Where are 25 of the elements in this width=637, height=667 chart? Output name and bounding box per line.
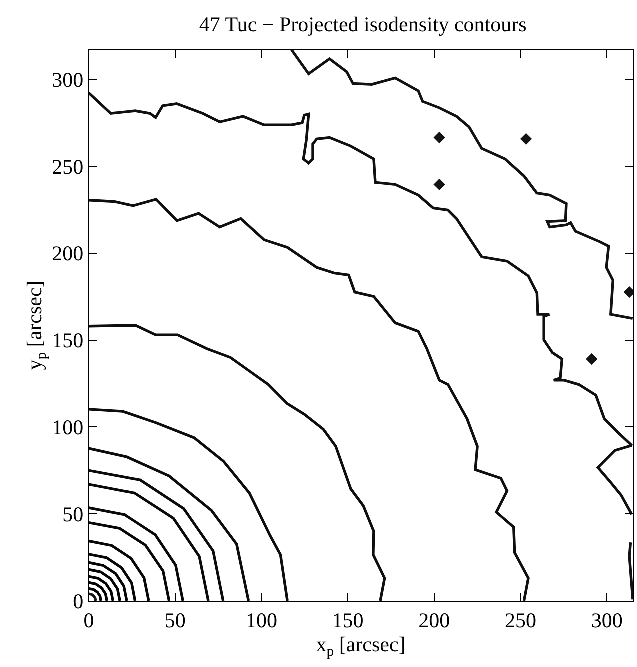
x-tick-label: 200 xyxy=(418,608,450,632)
line-series xyxy=(89,324,386,601)
chart-title: 47 Tuc − Projected isodensity contours xyxy=(199,12,527,36)
x-tick-label: 100 xyxy=(246,608,278,632)
point xyxy=(434,178,446,191)
point xyxy=(586,353,598,366)
y-tick-label: 0 xyxy=(73,589,84,614)
line-series xyxy=(290,50,633,320)
line-series xyxy=(89,92,633,516)
line-series xyxy=(89,408,289,601)
line-series xyxy=(89,198,530,601)
y-tick-label: 50 xyxy=(62,502,84,526)
line-series xyxy=(89,592,98,601)
y-tick-label: 200 xyxy=(52,242,84,266)
point xyxy=(434,132,446,144)
x-tick-label: 50 xyxy=(164,608,186,632)
y-tick-label: 150 xyxy=(52,328,84,353)
x-tick-label: 150 xyxy=(332,608,364,632)
y-tick-label: 100 xyxy=(52,416,84,440)
y-tick-label: 300 xyxy=(52,68,84,92)
y-tick-label: 250 xyxy=(52,154,84,179)
x-tick-label: 300 xyxy=(591,608,623,632)
point xyxy=(520,133,532,146)
x-axis-title: x$_{p}$ [arcsec] xyxy=(316,632,406,660)
x-tick-label: 250 xyxy=(505,608,536,632)
